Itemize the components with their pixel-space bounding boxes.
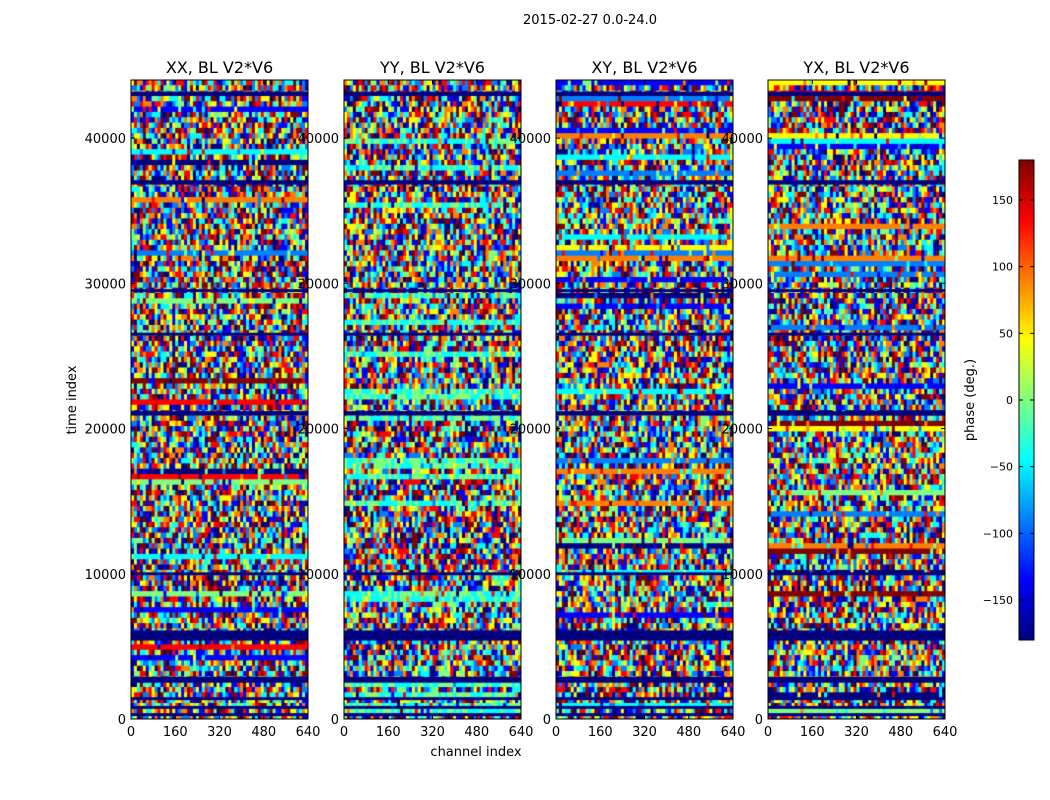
x-tick-label: 320 [420,725,445,740]
y-tick-label: 20000 [85,423,126,438]
colorbar-tick-label: 150 [992,194,1013,207]
x-tick-label: 160 [588,725,613,740]
x-tick-label: 640 [296,725,321,740]
colorbar-tick-label: −150 [983,594,1013,607]
x-tick-label: 0 [127,725,135,740]
panel-heatmap-image [344,80,521,719]
y-tick-label: 40000 [298,132,339,147]
x-tick-label: 0 [340,725,348,740]
x-tick-label: 320 [632,725,657,740]
panel-heatmap-image [131,80,308,719]
x-tick-label: 640 [721,725,746,740]
colorbar-tick-label: −100 [983,527,1013,540]
colorbar-tick-label: −50 [990,461,1013,474]
y-tick-label: 30000 [722,277,763,292]
panel-title: XY, BL V2*V6 [591,58,697,77]
y-tick-label: 20000 [298,423,339,438]
x-tick-label: 640 [933,725,958,740]
y-tick-label: 0 [543,713,551,728]
panel-4: YX, BL V2*V6 0 160 320 480 640 0 10000 20000 3000… [722,58,958,740]
x-tick-label: 640 [509,725,534,740]
panel-heatmap-image [556,80,733,719]
y-axis-label: time index [65,365,80,434]
y-tick-label: 10000 [298,568,339,583]
figure-title: 2015-02-27 0.0-24.0 [523,13,657,28]
panel-title: XX, BL V2*V6 [166,58,273,77]
x-tick-label: 0 [764,725,772,740]
colorbar-label: phase (deg.) [963,359,978,441]
y-tick-label: 0 [331,713,339,728]
y-tick-label: 0 [118,713,126,728]
x-tick-label: 480 [676,725,701,740]
panel-2: YY, BL V2*V6 0 160 320 480 640 0 10000 20000 3000… [298,58,534,740]
y-tick-label: 20000 [510,423,551,438]
x-axis-label: channel index [430,745,521,760]
y-tick-label: 40000 [722,132,763,147]
panel-title: YX, BL V2*V6 [802,58,909,77]
panel-title: YY, BL V2*V6 [379,58,485,77]
y-tick-label: 40000 [85,132,126,147]
x-tick-label: 160 [376,725,401,740]
x-tick-label: 160 [163,725,188,740]
x-tick-label: 0 [552,725,560,740]
y-tick-label: 10000 [510,568,551,583]
y-tick-label: 10000 [85,568,126,583]
y-tick-label: 0 [755,713,763,728]
y-tick-label: 10000 [722,568,763,583]
panel-1: XX, BL V2*V6 0 160 320 480 640 0 10000 20000 3000… [85,58,321,740]
panel-3: XY, BL V2*V6 0 160 320 480 640 0 10000 20000 3000… [510,58,746,740]
y-tick-label: 30000 [85,277,126,292]
x-tick-label: 480 [464,725,489,740]
x-tick-label: 160 [800,725,825,740]
colorbar-tick-label: 100 [992,261,1013,274]
y-tick-label: 30000 [298,277,339,292]
colorbar-tick-label: 50 [999,327,1013,340]
y-tick-label: 30000 [510,277,551,292]
x-tick-label: 320 [844,725,869,740]
x-tick-label: 320 [207,725,232,740]
x-tick-label: 480 [888,725,913,740]
x-tick-label: 480 [251,725,276,740]
y-tick-label: 20000 [722,423,763,438]
panel-heatmap-image [768,80,945,719]
colorbar-tick-label: 0 [1006,394,1013,407]
colorbar: −150 −100 −50 0 50 100 150 phase (deg.) [963,159,1035,641]
y-tick-label: 40000 [510,132,551,147]
